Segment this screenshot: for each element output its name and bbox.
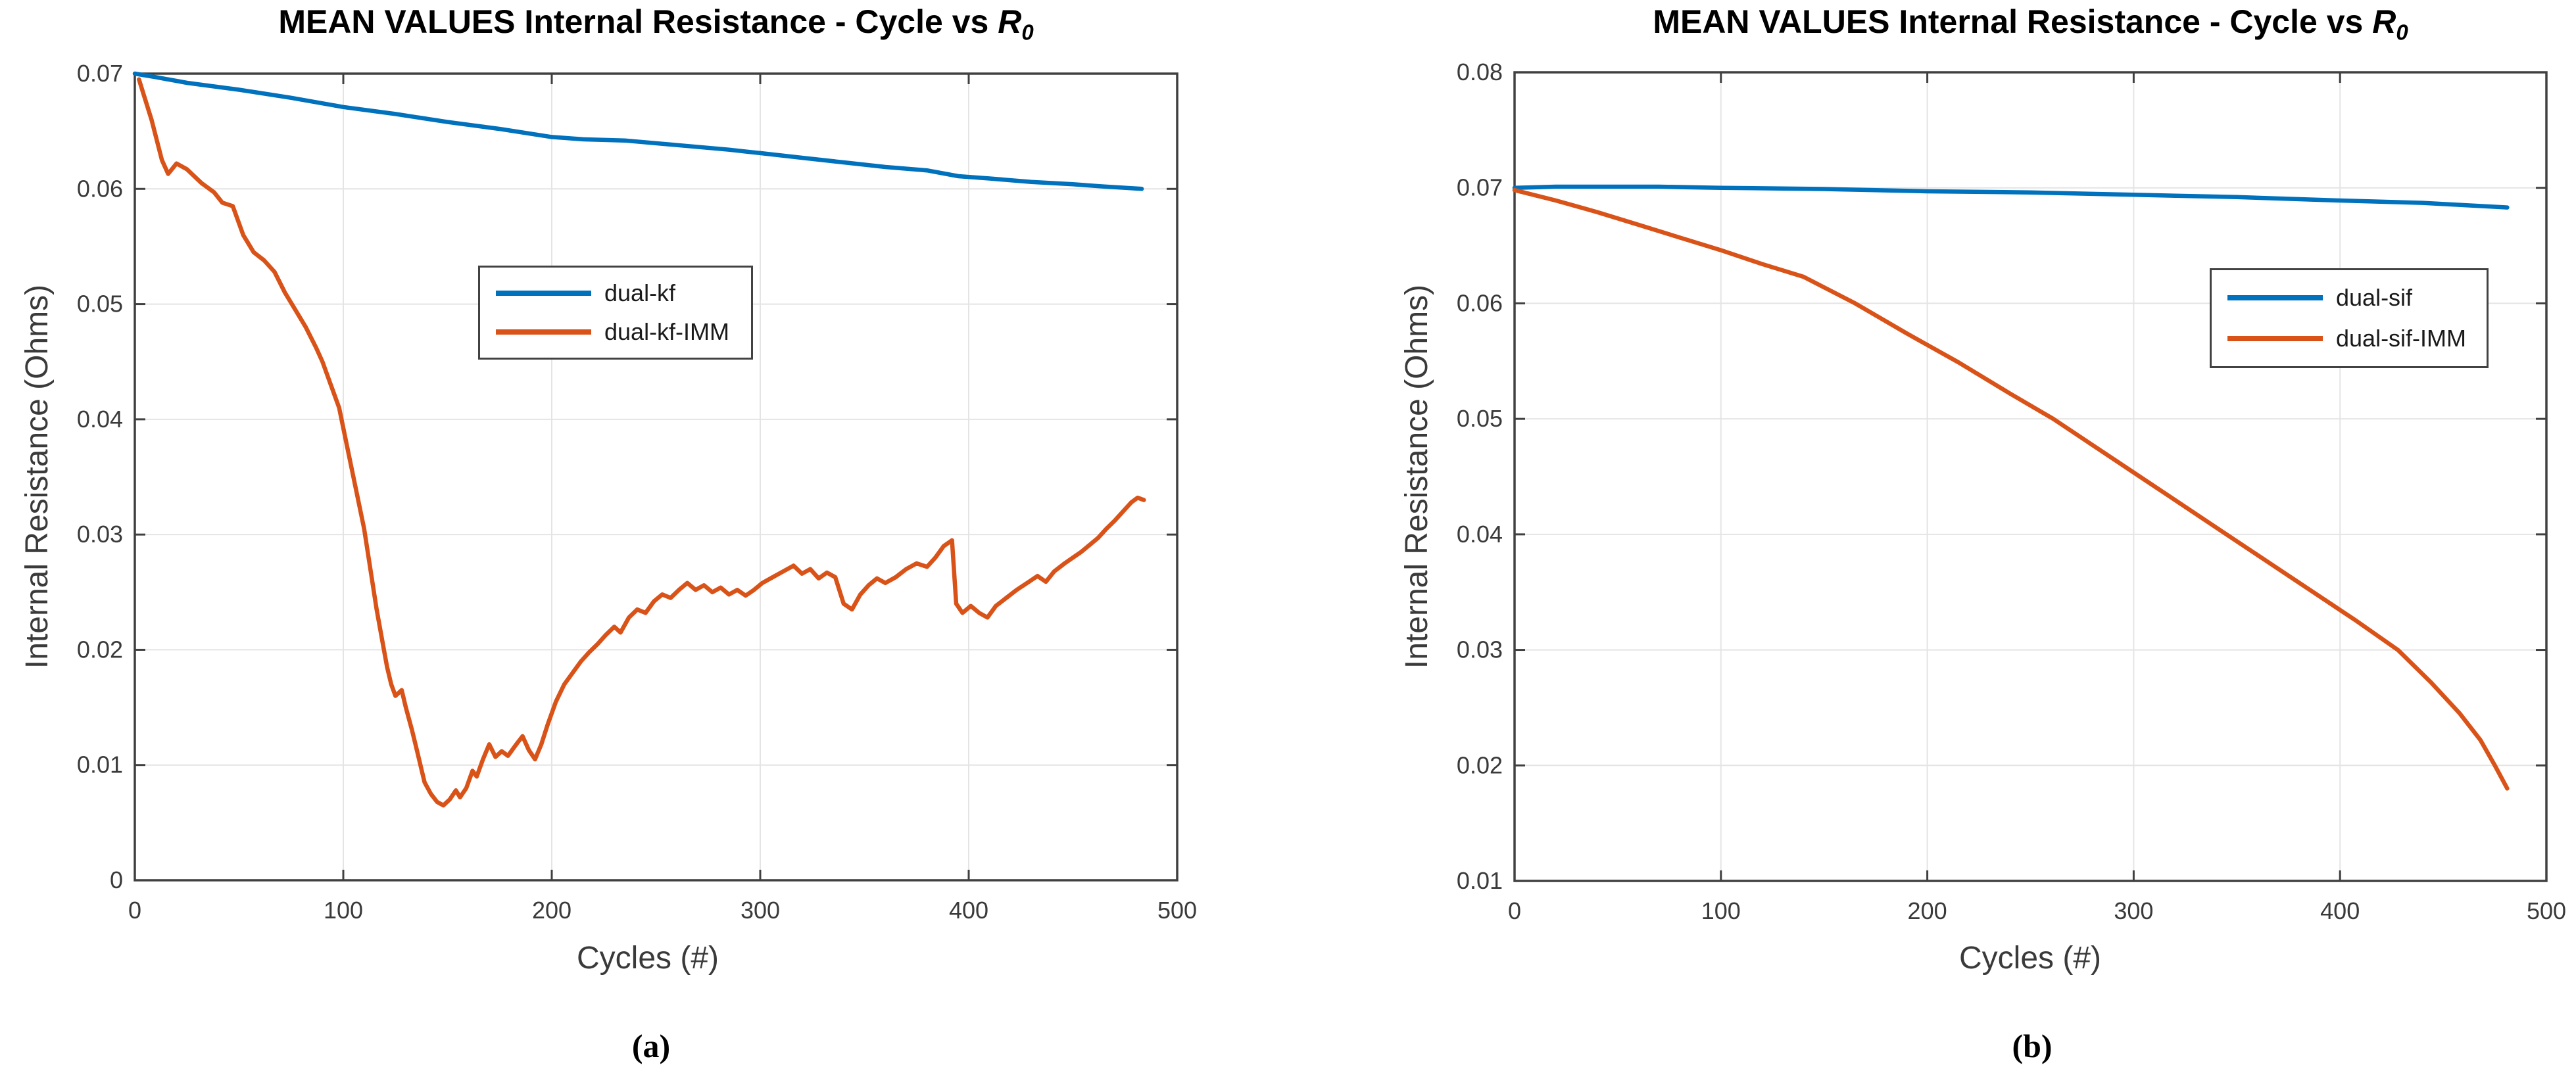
legend-row: dual-sif: [2227, 284, 2487, 312]
chart-a-title-text: MEAN VALUES Internal Resistance - Cycle …: [278, 3, 998, 40]
chart-b-title-math-r: R: [2372, 3, 2396, 40]
x-tick-label: 0: [1508, 897, 1521, 924]
y-tick-label: 0.05: [77, 291, 123, 318]
x-tick-label: 400: [2320, 897, 2360, 924]
y-tick-label: 0.07: [1457, 174, 1503, 201]
y-tick-label: 0.04: [77, 406, 123, 433]
legend-row: dual-kf-IMM: [496, 318, 751, 346]
y-tick-label: 0.03: [1457, 636, 1503, 663]
y-tick-label: 0.03: [77, 521, 123, 548]
chart-a-ylabel: Internal Resistance (Ohms): [20, 284, 55, 669]
legend-label: dual-sif: [2336, 283, 2413, 311]
chart-a-legend: dual-kf dual-kf-IMM: [478, 266, 753, 360]
axes-frame-b: [1513, 71, 2548, 882]
x-tick-label: 0: [128, 897, 141, 924]
legend-swatch-dual-sif-imm: [2227, 336, 2323, 342]
caption-a: (a): [631, 1028, 671, 1064]
series-line-dual-sif: [1512, 184, 2510, 210]
tick-labels-b: 0 100 200 300 400 500 0.01 0.02 0.03 0.04 0.05 0.06…: [1457, 59, 2566, 924]
legend-swatch-dual-sif: [2227, 295, 2323, 300]
chart-a-title-subscript: 0: [1021, 20, 1034, 45]
y-tick-label: 0.02: [1457, 751, 1503, 778]
y-tick-label: 0.06: [77, 175, 123, 202]
x-tick-label: 500: [1157, 897, 1197, 924]
y-tick-label: 0.01: [77, 751, 123, 778]
tick-marks-b: [1513, 71, 2548, 882]
chart-b-title-text: MEAN VALUES Internal Resistance - Cycle …: [1653, 3, 2373, 40]
chart-b-title: MEAN VALUES Internal Resistance - Cycle …: [1515, 5, 2546, 43]
axes-frame-a: [134, 72, 1179, 882]
x-tick-label: 300: [2114, 897, 2153, 924]
chart-a-title-math-r: R: [998, 3, 1022, 40]
caption-b: (b): [2012, 1028, 2053, 1064]
chart-b-xlabel: Cycles (#): [1958, 941, 2102, 976]
legend-label: dual-kf-IMM: [604, 318, 730, 346]
tick-labels-a: 0 100 200 300 400 500 0 0.01 0.02 0.03 0.04 0.05 0.0…: [77, 60, 1197, 924]
legend-swatch-dual-kf-imm: [496, 329, 591, 335]
x-tick-label: 300: [741, 897, 780, 924]
legend-label: dual-kf: [604, 279, 676, 306]
y-tick-label: 0.02: [77, 636, 123, 663]
chart-b-legend: dual-sif dual-sif-IMM: [2210, 268, 2489, 368]
x-tick-label: 500: [2527, 897, 2566, 924]
chart-b-ylabel: Internal Resistance (Ohms): [1399, 284, 1434, 669]
legend-row: dual-kf: [496, 279, 751, 307]
series-line-dual-kf-IMM: [137, 77, 1146, 808]
y-tick-label: 0.08: [1457, 59, 1503, 85]
y-tick-label: 0.04: [1457, 521, 1503, 548]
x-tick-label: 100: [324, 897, 363, 924]
x-tick-label: 100: [1701, 897, 1741, 924]
chart-a-title: MEAN VALUES Internal Resistance - Cycle …: [135, 5, 1177, 43]
y-tick-label: 0.07: [77, 60, 123, 87]
y-tick-label: 0: [110, 866, 123, 893]
x-tick-label: 200: [1908, 897, 1947, 924]
x-tick-label: 400: [949, 897, 988, 924]
legend-label: dual-sif-IMM: [2336, 325, 2467, 352]
tick-marks-a: [134, 72, 1179, 882]
legend-swatch-dual-kf: [496, 290, 591, 296]
series-line-dual-kf: [132, 71, 1144, 191]
x-tick-label: 200: [532, 897, 571, 924]
chart-b-title-subscript: 0: [2396, 20, 2408, 45]
series-line-dual-sif-IMM: [1512, 187, 2510, 791]
chart-a-xlabel: Cycles (#): [576, 941, 719, 976]
y-tick-label: 0.01: [1457, 867, 1503, 894]
y-tick-label: 0.06: [1457, 289, 1503, 316]
y-tick-label: 0.05: [1457, 405, 1503, 432]
legend-row: dual-sif-IMM: [2227, 325, 2487, 352]
grid-a: [135, 74, 1177, 880]
